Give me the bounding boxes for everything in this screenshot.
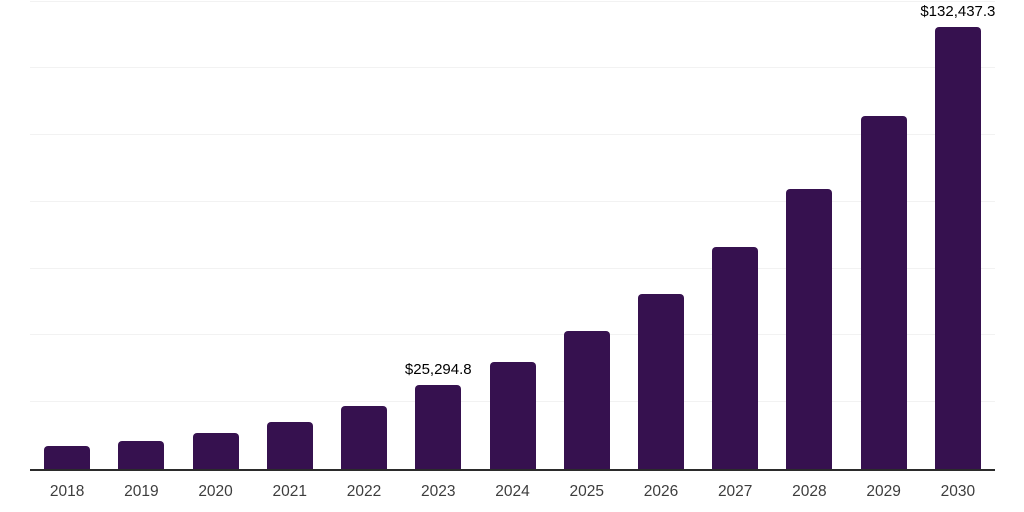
x-tick-2027: 2027 xyxy=(717,483,753,500)
data-label-2023: $25,294.8 xyxy=(404,360,472,378)
gridline-80000 xyxy=(30,200,995,202)
plot-area: $25,294.8 $132,437.3 xyxy=(30,0,995,471)
x-tick-2023: 2023 xyxy=(421,483,456,500)
bar-2020 xyxy=(192,433,239,469)
x-tick-2025: 2025 xyxy=(569,483,604,500)
bar-2019 xyxy=(118,440,165,469)
x-tick-2028: 2028 xyxy=(792,483,827,500)
bar-2018 xyxy=(44,445,91,469)
gridline-120000 xyxy=(30,67,995,69)
bar-2024 xyxy=(489,362,536,469)
x-tick-2026: 2026 xyxy=(643,483,679,500)
gridline-140000 xyxy=(30,0,995,2)
data-label-2030: $132,437.3 xyxy=(920,2,996,20)
bar-2029 xyxy=(860,115,907,469)
bar-2025 xyxy=(563,331,610,469)
x-tick-2030: 2030 xyxy=(940,483,976,500)
x-tick-2022: 2022 xyxy=(346,483,382,500)
bar-2022 xyxy=(341,405,388,469)
gridline-60000 xyxy=(30,267,995,269)
bar-2030 xyxy=(934,26,981,469)
x-tick-2019: 2019 xyxy=(124,483,159,500)
x-tick-2021: 2021 xyxy=(272,483,308,500)
gridline-100000 xyxy=(30,134,995,136)
x-tick-2024: 2024 xyxy=(495,483,530,500)
bar-2027 xyxy=(712,246,759,469)
gridline-40000 xyxy=(30,334,995,336)
bar-2026 xyxy=(637,294,684,469)
bar-2023 xyxy=(415,384,462,469)
bar-2028 xyxy=(786,188,833,469)
x-tick-2029: 2029 xyxy=(866,483,901,500)
x-tick-2020: 2020 xyxy=(198,483,233,500)
x-axis-line xyxy=(30,469,995,471)
x-tick-2018: 2018 xyxy=(49,483,85,500)
bar-2021 xyxy=(266,421,313,469)
